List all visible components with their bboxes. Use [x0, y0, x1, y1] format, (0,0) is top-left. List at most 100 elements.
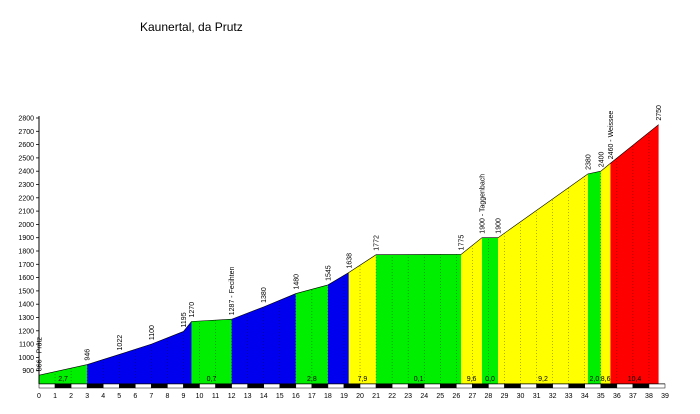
y-tick-label: 1200: [18, 328, 34, 335]
x-tick-label: 4: [101, 393, 105, 400]
segment-grade-label: 9,2: [538, 376, 548, 383]
x-scale-bar: [504, 383, 521, 389]
x-scale-bar: [423, 383, 441, 389]
x-scale-bar: [648, 383, 666, 389]
x-scale-bar: [183, 383, 200, 389]
y-tick-label: 2000: [18, 222, 34, 229]
x-tick-label: 33: [565, 393, 573, 400]
x-tick-label: 13: [244, 393, 252, 400]
y-tick-label: 2100: [18, 209, 34, 216]
profile-segment: [39, 364, 88, 384]
x-tick-label: 19: [340, 393, 348, 400]
point-label: 1480: [293, 274, 300, 290]
y-tick-label: 2600: [18, 142, 34, 149]
x-scale-bar: [311, 383, 329, 389]
x-tick-label: 10: [196, 393, 204, 400]
y-tick-label: 1500: [18, 288, 34, 295]
point-label: 2380: [585, 154, 592, 170]
profile-segment: [482, 237, 499, 384]
point-label: 1900: [496, 218, 503, 234]
x-scale-bar: [536, 383, 553, 389]
x-tick-label: 15: [276, 393, 284, 400]
point-label: 1022: [117, 335, 124, 351]
y-tick-label: 2400: [18, 169, 34, 176]
x-scale-bar: [584, 383, 602, 389]
y-tick-label: 2300: [18, 182, 34, 189]
x-tick-label: 11: [212, 393, 219, 400]
x-tick-label: 34: [581, 393, 589, 400]
x-scale-bar: [102, 383, 120, 389]
segment-grade-label: 9,6: [467, 376, 477, 383]
x-scale-bar: [54, 383, 72, 389]
x-scale-bar: [327, 383, 345, 389]
segment-dividers: [38, 124, 659, 384]
point-label: 1772: [374, 235, 381, 251]
profile-segment: [461, 237, 483, 384]
x-tick-label: 38: [645, 393, 653, 400]
point-label: 2750: [656, 105, 663, 121]
profile-segment: [600, 163, 611, 384]
profile-segment: [376, 254, 462, 384]
x-tick-label: 12: [228, 393, 236, 400]
x-scale-bar: [407, 383, 425, 389]
x-tick-label: 5: [117, 393, 121, 400]
profile-segment: [327, 272, 349, 384]
x-scale-bar: [488, 383, 505, 389]
x-scale-bar: [86, 383, 104, 389]
profile-outline: [38, 124, 659, 376]
point-label: 1775: [459, 235, 466, 251]
x-scale-bar: [38, 383, 56, 389]
x-tick-label: 14: [260, 393, 268, 400]
x-tick-label: 23: [404, 393, 412, 400]
axes: 9001000110012001300140015001600170018001…: [18, 116, 669, 401]
point-label: 866 - Prutz: [37, 336, 44, 371]
y-tick-label: 1000: [18, 355, 34, 362]
x-tick-label: 1: [53, 393, 57, 400]
x-scale-bar: [247, 383, 264, 389]
x-scale-bar: [135, 383, 152, 389]
chart-title: Kaunertal, da Prutz: [140, 20, 243, 34]
x-scale-bar: [568, 383, 585, 389]
profile-segment: [295, 284, 328, 384]
segment-grade-label: 2,8: [307, 376, 317, 383]
point-label: 2400: [598, 152, 605, 168]
x-scale-bar: [359, 383, 377, 389]
x-tick-label: 17: [308, 393, 316, 400]
profile-segment: [587, 171, 601, 384]
x-tick-label: 22: [388, 393, 396, 400]
point-label: 1380: [261, 287, 268, 303]
segment-grade-label: 0,1: [414, 376, 424, 383]
x-scale-bar: [279, 383, 297, 389]
x-tick-label: 35: [597, 393, 605, 400]
profile-segment: [610, 124, 659, 385]
y-tick-label: 1700: [18, 262, 34, 269]
point-label: 946: [85, 349, 92, 361]
y-tick-label: 2700: [18, 129, 34, 136]
x-scale-bar: [552, 383, 569, 389]
x-scale-bar: [375, 383, 393, 389]
x-scale-bar: [632, 383, 650, 389]
profile-segment: [191, 319, 232, 384]
point-label: 1900 - Taggenbach: [480, 174, 487, 234]
y-tick-label: 1600: [18, 275, 34, 282]
x-tick-label: 6: [133, 393, 137, 400]
x-scale-bar: [391, 383, 409, 389]
x-scale-bar: [440, 383, 457, 389]
x-scale-bar: [600, 383, 618, 389]
x-scale-bar: [616, 383, 634, 389]
x-scale-bar: [520, 383, 537, 389]
profile-segment: [87, 321, 192, 384]
x-tick-label: 8: [165, 393, 169, 400]
point-label: 1195: [181, 312, 188, 327]
x-tick-label: 36: [613, 393, 621, 400]
x-tick-label: 16: [292, 393, 300, 400]
y-tick-label: 1900: [18, 235, 34, 242]
x-tick-label: 26: [452, 393, 460, 400]
x-tick-label: 2: [69, 393, 73, 400]
segment-grade-label: 2,0: [590, 376, 600, 383]
point-label: 1287 - Fecihten: [229, 266, 236, 315]
y-tick-label: 2800: [18, 116, 34, 123]
x-tick-label: 32: [549, 393, 557, 400]
x-tick-label: 28: [485, 393, 493, 400]
